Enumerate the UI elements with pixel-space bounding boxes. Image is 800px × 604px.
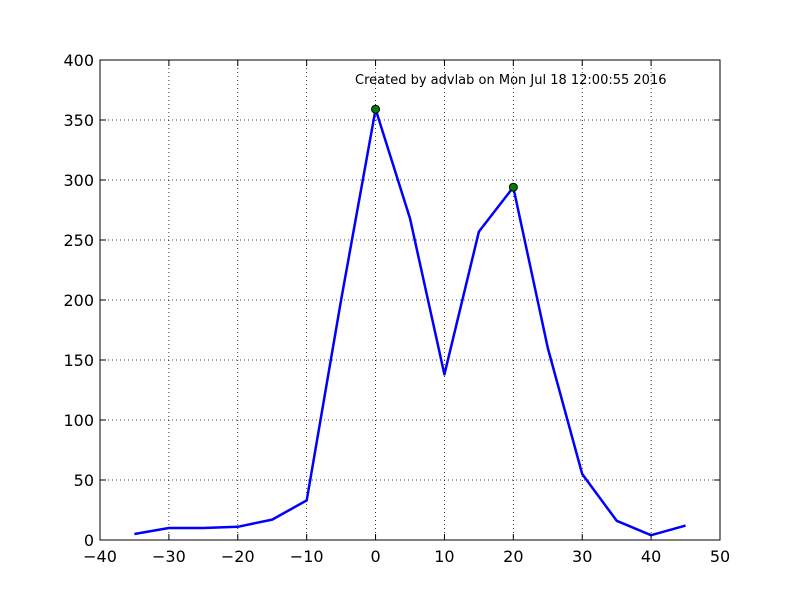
x-tick-label: 10 xyxy=(434,547,454,566)
x-tick-label: −10 xyxy=(290,547,324,566)
x-tick-label: −30 xyxy=(152,547,186,566)
tick-labels: −40 −30 −20 −10 0 10 20 30 40 50 0 50 100 150 200 250 30… xyxy=(63,51,730,566)
x-tick-label: 0 xyxy=(370,547,380,566)
y-tick-label: 350 xyxy=(63,111,94,130)
y-tick-label: 250 xyxy=(63,231,94,250)
y-tick-label: 0 xyxy=(84,531,94,550)
series-line xyxy=(134,107,686,537)
series-group xyxy=(134,107,686,537)
x-tick-label: −40 xyxy=(83,547,117,566)
marker-group xyxy=(371,104,518,192)
y-tick-label: 150 xyxy=(63,351,94,370)
y-tick-label: 300 xyxy=(63,171,94,190)
grid-lines xyxy=(100,60,720,540)
peak-marker xyxy=(508,182,518,192)
y-tick-label: 50 xyxy=(74,471,94,490)
x-tick-label: 30 xyxy=(572,547,592,566)
y-tick-label: 100 xyxy=(63,411,94,430)
y-tick-label: 400 xyxy=(63,51,94,70)
x-tick-label: −20 xyxy=(221,547,255,566)
y-tick-label: 200 xyxy=(63,291,94,310)
plot-frame xyxy=(99,59,721,541)
x-tick-label: 50 xyxy=(710,547,730,566)
chart-annotation: Created by advlab on Mon Jul 18 12:00:55… xyxy=(355,73,667,88)
peak-marker xyxy=(371,104,381,114)
x-tick-label: 20 xyxy=(503,547,523,566)
x-tick-label: 40 xyxy=(641,547,661,566)
